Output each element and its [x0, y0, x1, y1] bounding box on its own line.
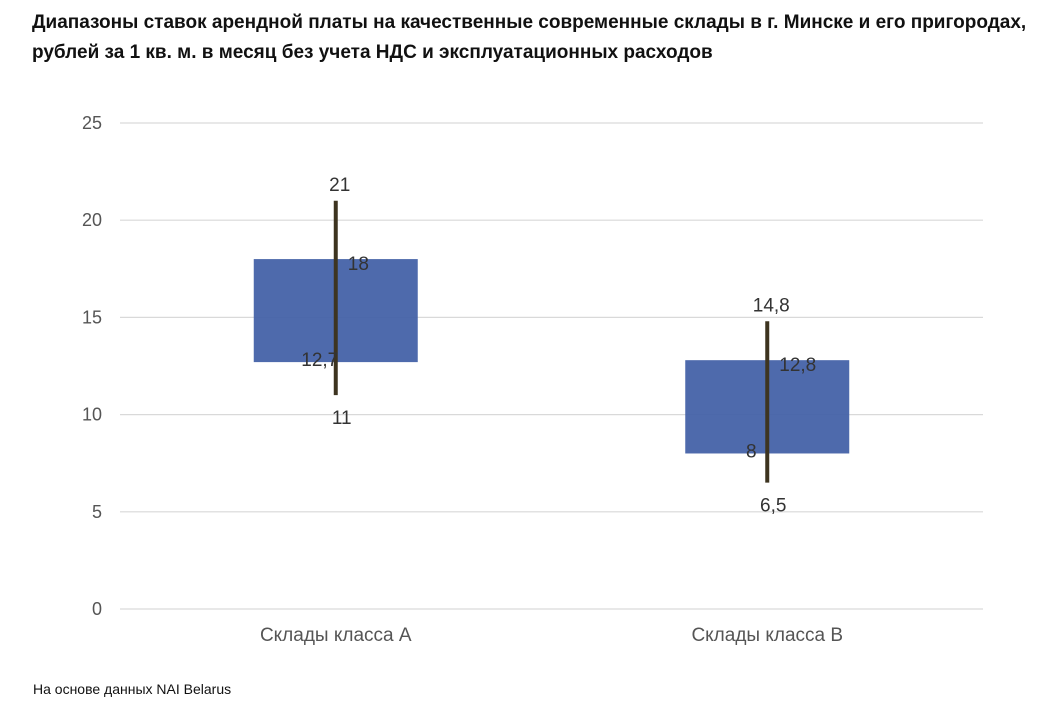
y-tick-label: 5: [92, 502, 102, 522]
data-label-box-top: 12,8: [779, 355, 816, 376]
data-label-box-top: 18: [348, 254, 369, 275]
x-category-label: Склады класса B: [691, 625, 843, 646]
gridlines: [120, 122, 983, 610]
data-label-box-bottom: 8: [746, 441, 757, 462]
source-note: На основе данных NAI Belarus: [33, 681, 232, 697]
data-label-low: 11: [332, 408, 352, 429]
y-tick-label: 0: [92, 599, 102, 619]
y-tick-label: 20: [82, 210, 102, 230]
data-label-high: 21: [329, 175, 350, 196]
data-label-high: 14,8: [753, 295, 790, 316]
y-tick-label: 15: [82, 307, 102, 327]
x-category-label: Склады класса A: [260, 625, 412, 646]
y-axis-ticks: 0 5 10 15 20 25: [82, 113, 102, 619]
data-label-box-bottom: 12,7: [301, 350, 338, 371]
y-tick-label: 25: [82, 113, 102, 133]
y-tick-label: 10: [82, 405, 102, 425]
chart-title: Диапазоны ставок арендной платы на качес…: [32, 12, 1027, 63]
candlestick-marks: 21 18 12,7 11 14,8 12,8 8 6,5: [253, 175, 850, 517]
x-axis-categories: Склады класса A Склады класса B: [260, 625, 843, 646]
data-label-low: 6,5: [760, 496, 786, 517]
